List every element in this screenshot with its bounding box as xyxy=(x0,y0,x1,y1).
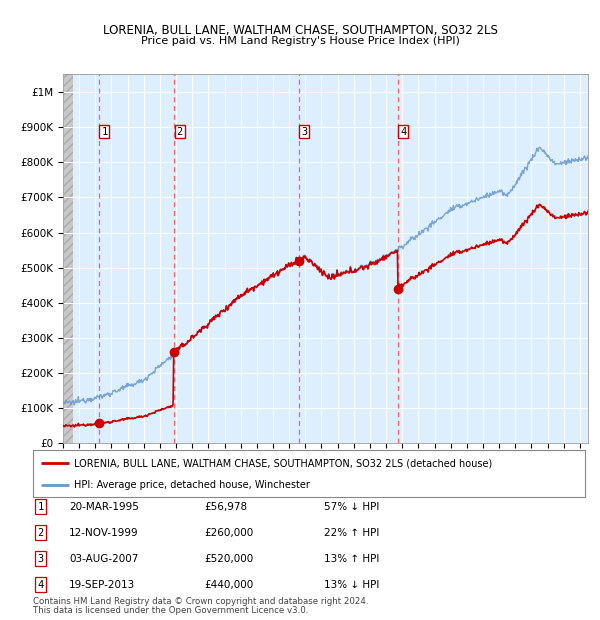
Text: 3: 3 xyxy=(301,126,307,136)
Bar xyxy=(63,74,73,443)
Text: LORENIA, BULL LANE, WALTHAM CHASE, SOUTHAMPTON, SO32 2LS (detached house): LORENIA, BULL LANE, WALTHAM CHASE, SOUTH… xyxy=(74,458,493,468)
Text: Price paid vs. HM Land Registry's House Price Index (HPI): Price paid vs. HM Land Registry's House … xyxy=(140,36,460,46)
Text: £440,000: £440,000 xyxy=(204,580,253,590)
Text: 4: 4 xyxy=(38,580,44,590)
Text: £260,000: £260,000 xyxy=(204,528,253,538)
Text: 1: 1 xyxy=(101,126,107,136)
Text: 12-NOV-1999: 12-NOV-1999 xyxy=(69,528,139,538)
Text: 03-AUG-2007: 03-AUG-2007 xyxy=(69,554,139,564)
Text: £56,978: £56,978 xyxy=(204,502,247,512)
Text: 2: 2 xyxy=(38,528,44,538)
Text: 20-MAR-1995: 20-MAR-1995 xyxy=(69,502,139,512)
Text: HPI: Average price, detached house, Winchester: HPI: Average price, detached house, Winc… xyxy=(74,480,310,490)
Text: 57% ↓ HPI: 57% ↓ HPI xyxy=(324,502,379,512)
Text: LORENIA, BULL LANE, WALTHAM CHASE, SOUTHAMPTON, SO32 2LS: LORENIA, BULL LANE, WALTHAM CHASE, SOUTH… xyxy=(103,24,497,37)
Text: 1: 1 xyxy=(38,502,44,512)
Text: Contains HM Land Registry data © Crown copyright and database right 2024.: Contains HM Land Registry data © Crown c… xyxy=(33,597,368,606)
Text: 3: 3 xyxy=(38,554,44,564)
Text: 4: 4 xyxy=(400,126,406,136)
Text: 19-SEP-2013: 19-SEP-2013 xyxy=(69,580,135,590)
Text: 2: 2 xyxy=(176,126,182,136)
Text: 22% ↑ HPI: 22% ↑ HPI xyxy=(324,528,379,538)
Text: This data is licensed under the Open Government Licence v3.0.: This data is licensed under the Open Gov… xyxy=(33,606,308,615)
Text: 13% ↓ HPI: 13% ↓ HPI xyxy=(324,580,379,590)
Text: 13% ↑ HPI: 13% ↑ HPI xyxy=(324,554,379,564)
Text: £520,000: £520,000 xyxy=(204,554,253,564)
